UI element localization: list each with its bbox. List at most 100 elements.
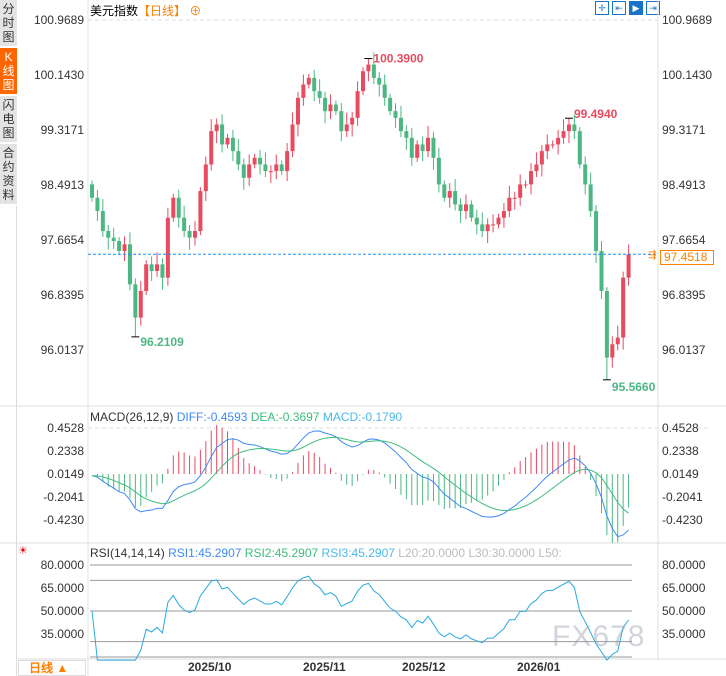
candle-body (258, 157, 263, 165)
candle-body (209, 131, 214, 165)
candle-body (252, 157, 257, 165)
candle-body (480, 224, 485, 232)
period-button[interactable]: 日线 ▲ (18, 660, 86, 676)
candle-body (588, 184, 593, 212)
candle-body (312, 77, 317, 92)
axis-tick-label: 96.8395 (40, 288, 84, 302)
settings-sun-icon[interactable]: ☀ (18, 545, 28, 557)
candle-body (463, 204, 468, 212)
candle-body (529, 171, 534, 185)
axis-tick-label: 65.0000 (662, 581, 706, 595)
macd-legend: MACD(26,12,9) DIFF:-0.4593 DEA:-0.3697 M… (90, 410, 402, 424)
candle-body (133, 284, 138, 318)
watermark: FX678 (552, 620, 646, 653)
rsi2: RSI2:45.2907 (244, 546, 319, 560)
crosshair-icon[interactable]: ✛ (595, 1, 609, 15)
candle-body (203, 164, 208, 192)
axis-tick-label: -0.2041 (662, 490, 703, 504)
candle-body (561, 131, 566, 138)
candle-body (577, 131, 582, 165)
period-label[interactable]: 【日线】 (138, 4, 187, 18)
candle-body (409, 137, 414, 158)
candle-body (539, 151, 544, 165)
play-forward-icon[interactable]: ▶ (629, 1, 643, 15)
candle-body (377, 77, 382, 85)
candle-body (350, 117, 355, 125)
candle-body (545, 144, 550, 152)
candle-body (453, 191, 458, 205)
candle-body (111, 237, 116, 242)
extreme-label: 96.2109 (140, 335, 184, 349)
candle-body (144, 264, 149, 291)
candle-body (583, 164, 588, 185)
candle-body (165, 217, 170, 278)
candle-body (621, 277, 626, 338)
candle-body (501, 211, 506, 218)
candle-body (149, 264, 154, 271)
axis-tick-label: 80.0000 (662, 558, 706, 572)
dea-line (91, 436, 629, 514)
candle-body (566, 124, 571, 132)
axis-tick-label: -0.4230 (662, 513, 703, 527)
candle-body (333, 104, 338, 112)
axis-tick-label: 99.3171 (40, 123, 84, 137)
candle-body (512, 197, 517, 199)
candle-body (214, 124, 219, 132)
axis-tick-label: 35.0000 (662, 627, 706, 641)
candle-body (523, 184, 528, 186)
candle-body (176, 197, 181, 218)
candle-body (263, 164, 268, 172)
candle-body (534, 164, 539, 172)
candle-body (317, 91, 322, 98)
rsi-line (91, 575, 629, 661)
candle-body (339, 111, 344, 132)
candle-body (442, 184, 447, 198)
axis-tick-label: 0.0149 (662, 467, 699, 481)
chart-title: 美元指数【日线】 ⊕ (90, 2, 201, 19)
candle-body (355, 91, 360, 118)
jump-end-icon[interactable]: ⇥ (646, 1, 660, 15)
axis-tick-label: -0.2041 (43, 490, 84, 504)
candle-body (285, 151, 290, 172)
toolbar: ✛ ⇤ ▶ ⇥ (595, 1, 660, 15)
candle-body (155, 264, 160, 271)
candle-body (496, 217, 501, 225)
crosshair-plus-icon[interactable]: ⊕ (186, 4, 202, 18)
candle-body (469, 204, 474, 218)
axis-tick-label: 0.0149 (47, 467, 84, 481)
zoom-range-icon[interactable]: ⇤ (612, 1, 626, 15)
candle-body (247, 164, 252, 178)
current-arrow-icon: ⇶ (648, 249, 656, 261)
sidebar-tab[interactable]: 合约资料 (0, 144, 17, 206)
candle-body (171, 197, 176, 218)
axis-tick-label: 96.0137 (40, 343, 84, 357)
candle-body (100, 211, 105, 232)
axis-tick-label: 80.0000 (40, 558, 84, 572)
date-label: 2025/10 (188, 660, 232, 674)
axis-tick-label: 96.0137 (662, 343, 706, 357)
axis-tick-label: 100.9689 (662, 13, 713, 27)
axis-tick-label: 97.6654 (662, 233, 706, 247)
extreme-label: 99.4940 (574, 107, 618, 121)
candle-body (90, 184, 94, 198)
current-price-label: 97.4518 (660, 250, 714, 265)
candle-body (192, 231, 197, 238)
sidebar-tab[interactable]: 分时图 (0, 0, 17, 48)
candle-body (599, 251, 604, 291)
candle-body (393, 111, 398, 118)
axis-tick-label: 98.4913 (40, 178, 84, 192)
sidebar-tab[interactable]: K线图 (0, 48, 17, 96)
date-label: 2025/12 (402, 660, 446, 674)
candle-body (323, 97, 328, 112)
candle-body (106, 231, 111, 238)
sidebar-tab[interactable]: 闪电图 (0, 96, 17, 144)
extreme-label: 100.3900 (373, 52, 423, 66)
candle-body (220, 124, 225, 145)
extreme-label: 95.5660 (612, 380, 656, 394)
candle-body (626, 254, 631, 278)
macd-dea: DEA:-0.3697 (250, 410, 320, 424)
axis-tick-label: 99.3171 (662, 123, 706, 137)
candle-body (127, 244, 132, 285)
candle-body (398, 117, 403, 132)
